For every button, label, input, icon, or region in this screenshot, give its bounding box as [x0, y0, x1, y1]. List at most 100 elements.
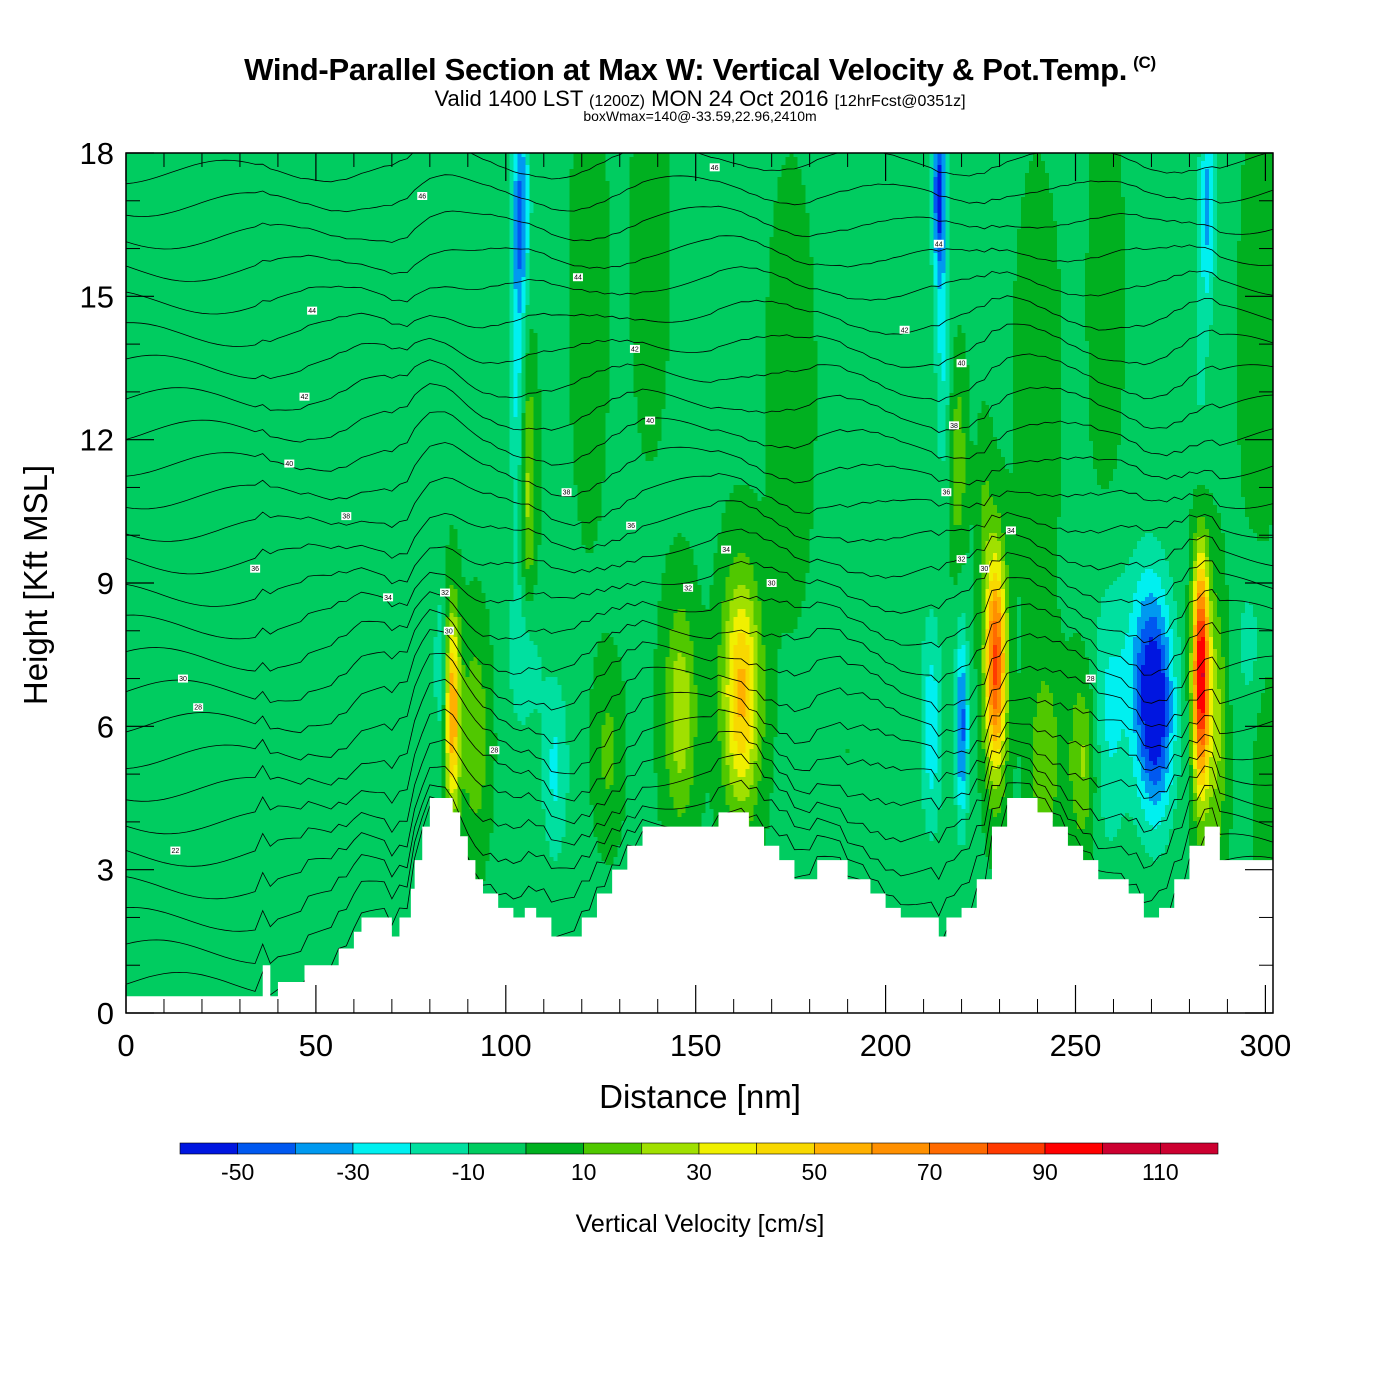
valid-date: MON 24 Oct 2016: [651, 86, 829, 111]
y-tick-label: 15: [80, 279, 114, 314]
box-info: boxWmax=140@-33.59,22.96,2410m: [583, 108, 817, 124]
theta-label: 28: [193, 703, 204, 712]
theta-label-text: 40: [646, 418, 654, 425]
theta-label-text: 30: [179, 676, 187, 683]
theta-contour: [126, 629, 1273, 734]
theta-label-bg: [443, 626, 454, 635]
theta-label: 42: [899, 325, 910, 334]
colorbar-swatch: [237, 1142, 296, 1155]
theta-label-text: 42: [901, 327, 909, 334]
theta-contour: [126, 442, 1273, 510]
theta-label: 32: [683, 583, 694, 592]
theta-label-text: 28: [491, 748, 499, 755]
x-tick-label: 300: [1240, 1028, 1292, 1063]
chart-subtitle: Valid 1400 LST (1200Z) MON 24 Oct 2016 […: [434, 86, 966, 111]
theta-contour: [126, 323, 1273, 380]
theta-label: 36: [250, 564, 261, 573]
theta-label: 34: [721, 545, 732, 554]
theta-label-bg: [956, 359, 967, 368]
x-tick-label: 0: [117, 1028, 134, 1063]
theta-contour: [126, 411, 1273, 477]
colorbar: -50 -30 -10 10 30 50 70 90 110: [179, 1142, 1219, 1185]
theta-label-bg: [629, 344, 640, 353]
theta-label-text: 44: [308, 308, 316, 315]
theta-label: 34: [383, 593, 394, 602]
terrain-mask: [126, 798, 1273, 1013]
y-tick-label: 18: [80, 136, 114, 171]
theta-label-text: 44: [574, 275, 582, 282]
theta-label: 46: [709, 163, 720, 172]
theta-contour: [126, 383, 1273, 443]
theta-label-bg: [766, 579, 777, 587]
theta-label: 44: [572, 273, 583, 282]
theta-label-bg: [709, 163, 720, 172]
chart-title: Wind-Parallel Section at Max W: Vertical…: [244, 52, 1156, 87]
x-axis-label: Distance [nm]: [599, 1078, 801, 1115]
colorbar-swatch: [295, 1142, 354, 1155]
theta-label-text: 34: [384, 595, 392, 602]
theta-label-text: 34: [1007, 528, 1015, 535]
theta-label-bg: [979, 564, 990, 573]
y-tick-label: 0: [97, 996, 114, 1031]
theta-label-bg: [956, 555, 967, 564]
colorbar-tick-label: 30: [686, 1159, 712, 1185]
theta-label-text: 38: [342, 514, 350, 521]
theta-label: 46: [417, 192, 428, 201]
colorbar-swatch: [756, 1142, 815, 1155]
theta-label-bg: [284, 459, 295, 468]
theta-label-text: 30: [768, 581, 776, 588]
colorbar-swatch: [814, 1142, 873, 1155]
theta-label: 40: [956, 359, 967, 368]
theta-label-text: 40: [958, 361, 966, 368]
colorbar-swatch: [525, 1142, 584, 1155]
theta-label-bg: [307, 306, 318, 315]
theta-contour: [126, 295, 1273, 347]
x-tick-label: 200: [860, 1028, 912, 1063]
y-axis-label: Height [Kft MSL]: [17, 465, 54, 705]
colorbar-tick-label: 110: [1142, 1159, 1179, 1185]
theta-label-bg: [299, 392, 310, 401]
colorbar-tick-label: -50: [221, 1159, 254, 1185]
theta-contour: [126, 235, 1273, 282]
theta-label-text: 22: [171, 848, 179, 855]
theta-contour: [126, 708, 1273, 835]
theta-label-bg: [417, 192, 428, 200]
theta-label-bg: [170, 846, 181, 855]
theta-label: 30: [177, 674, 188, 683]
colorbar-swatch: [1160, 1142, 1219, 1155]
x-tick-label: 50: [299, 1028, 333, 1063]
colorbar-swatch: [352, 1142, 411, 1155]
theta-label-text: 42: [631, 346, 639, 353]
copyright-mark: (C): [1133, 53, 1156, 72]
theta-label-text: 32: [958, 557, 966, 564]
theta-label-bg: [193, 703, 204, 712]
theta-contour: [126, 205, 1273, 250]
theta-label-bg: [177, 674, 188, 683]
theta-label: 30: [766, 579, 777, 588]
theta-label: 36: [626, 521, 637, 530]
theta-label-bg: [948, 421, 959, 430]
theta-label-bg: [933, 239, 944, 248]
y-tick-label: 6: [97, 709, 114, 744]
colorbar-tick-label: 10: [571, 1159, 597, 1185]
theta-label: 40: [284, 459, 295, 468]
theta-label-bg: [1085, 674, 1096, 683]
theta-label-text: 28: [194, 705, 202, 712]
theta-label-text: 30: [980, 566, 988, 573]
theta-contour: [126, 528, 1273, 607]
theta-label-bg: [341, 512, 352, 521]
theta-label: 30: [443, 626, 454, 635]
colorbar-swatch: [641, 1142, 700, 1155]
theta-contour-labels: 46 46 44 44 44 42 42 42 40 40 40 38 38 38 36 36 36 34 34 34…: [170, 163, 1096, 855]
theta-contour: [126, 552, 1273, 640]
colorbar-tick-label: -30: [336, 1159, 369, 1185]
theta-label: 38: [948, 421, 959, 430]
theta-contour: [126, 577, 1273, 672]
colorbar-swatch: [468, 1142, 527, 1155]
theta-label: 38: [341, 512, 352, 521]
theta-contour: [126, 473, 1273, 542]
theta-label-text: 30: [445, 628, 453, 635]
theta-contour: [126, 266, 1273, 315]
